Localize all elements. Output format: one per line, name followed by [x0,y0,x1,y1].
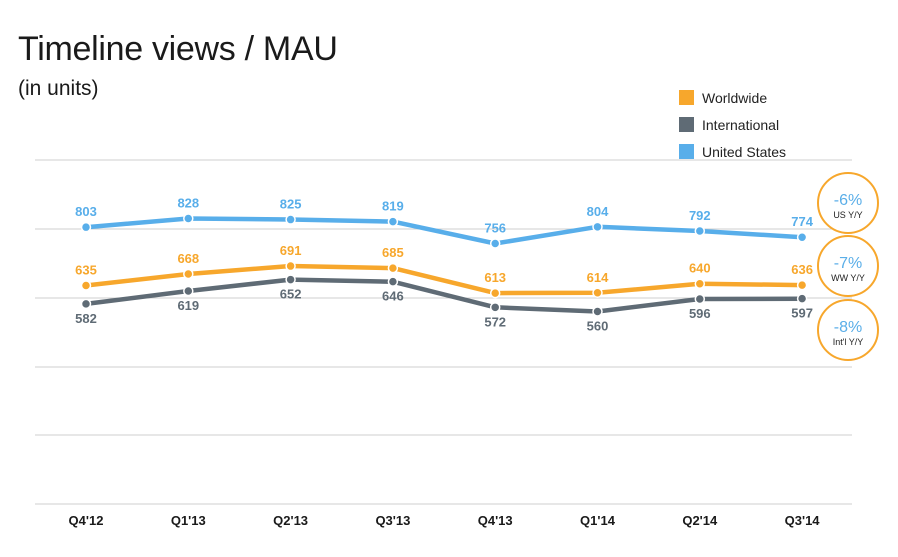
legend-label-international: International [702,116,780,133]
x-tick-label-q4-12: Q4'12 [69,513,104,528]
data-label-worldwide: 685 [382,245,404,260]
data-point-worldwide [183,268,194,280]
data-label-united-states: 825 [280,197,302,212]
series-line-united-states [83,216,805,246]
x-tick-label-q4-13: Q4'13 [478,513,513,528]
data-label-worldwide: 613 [484,270,506,285]
data-point-international [285,274,296,285]
badge-circle-us-y-y [817,172,879,234]
data-labels: 635 668 691 685 613 614 640 636 582 619 652 646 572 5… [75,196,814,334]
legend-item-international: International [679,111,786,138]
data-label-worldwide: 636 [791,262,813,277]
legend-swatch-worldwide [679,90,694,105]
x-tick-label-q1-14: Q1'14 [580,513,616,528]
data-point-international [489,302,501,313]
x-tick-label-q2-13: Q2'13 [273,513,308,528]
data-point-united-states [183,213,194,224]
badge-label-int-l-y-y: Int'l Y/Y [833,337,864,347]
data-point-worldwide [796,279,808,291]
chart-legend: Worldwide International United States [679,84,786,165]
data-label-international: 560 [587,319,609,334]
data-label-united-states: 819 [382,199,404,214]
data-label-worldwide: 614 [587,270,609,285]
data-point-worldwide [694,278,706,289]
data-label-united-states: 774 [791,214,813,229]
data-point-worldwide [285,260,296,272]
data-point-worldwide [592,287,603,299]
data-label-international: 596 [689,306,711,321]
chart-title: Timeline views / MAU [18,30,338,68]
legend-swatch-united-states [679,144,694,159]
data-label-united-states: 792 [689,208,711,223]
data-label-international: 572 [484,314,506,329]
data-point-international [694,293,706,305]
x-tick-label-q3-14: Q3'14 [785,513,821,528]
data-point-united-states [387,216,399,227]
badge-value-us-y-y: -6% [834,192,862,209]
data-point-international [183,285,194,297]
x-tick-label-q1-13: Q1'13 [171,513,206,528]
data-label-united-states: 756 [484,221,506,236]
series-lines [80,213,808,317]
badge-value-ww-y-y: -7% [834,255,862,272]
x-tick-label-q2-14: Q2'14 [682,513,718,528]
data-point-united-states [285,214,296,225]
data-label-worldwide: 640 [689,261,711,276]
data-label-united-states: 804 [587,204,609,219]
data-point-international [80,298,92,310]
data-point-worldwide [80,280,92,291]
badge-circle-ww-y-y [817,235,879,297]
legend-item-united-states: United States [679,138,786,165]
legend-label-united-states: United States [702,143,787,160]
data-label-international: 646 [382,289,404,304]
series-line-worldwide [83,263,805,296]
data-point-international [592,306,603,317]
legend-item-worldwide: Worldwide [679,84,786,111]
badge-label-ww-y-y: WW Y/Y [831,273,865,283]
data-point-international [796,293,808,304]
x-tick-label-q3-13: Q3'13 [375,513,410,528]
series-line-international [83,277,805,314]
legend-swatch-international [679,117,694,132]
badge-label-us-y-y: US Y/Y [833,210,862,220]
data-point-united-states [592,221,603,233]
data-point-international [387,276,399,287]
data-point-united-states [796,231,808,243]
data-label-worldwide: 691 [280,243,302,258]
badge-circle-int-l-y-y [817,299,879,361]
data-label-international: 582 [75,311,97,326]
data-point-worldwide [387,262,399,274]
x-axis-tick-labels: Q4'12 Q1'13 Q2'13 Q3'13 Q4'13 Q1'14 Q2'14 Q3'14 [69,513,821,528]
data-label-united-states: 803 [75,204,97,219]
chart-subtitle: (in units) [18,77,99,100]
data-label-worldwide: 635 [75,263,97,278]
data-label-international: 652 [280,287,302,302]
data-point-united-states [80,221,92,233]
data-label-international: 597 [791,306,813,321]
data-point-united-states [489,238,501,249]
data-label-international: 619 [177,298,199,313]
data-label-worldwide: 668 [177,251,199,266]
legend-label-worldwide: Worldwide [702,89,768,106]
data-label-united-states: 828 [177,196,199,211]
data-point-united-states [694,225,706,237]
badge-value-int-l-y-y: -8% [834,319,862,336]
grid-lines [35,159,852,505]
yoy-badges: -6%US Y/Y -7%WW Y/Y -8%Int'l Y/Y [817,172,879,361]
data-point-worldwide [489,287,501,299]
